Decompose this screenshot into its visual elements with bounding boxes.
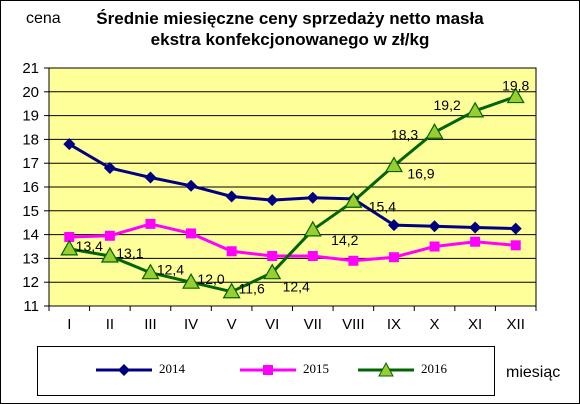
y-tick-label-14: 14: [22, 227, 39, 244]
legend-label-2016: 2016: [421, 361, 447, 376]
point-2015-VII: [307, 251, 318, 262]
data-label-2016-V: 11,6: [239, 281, 265, 297]
point-2015-III: [145, 218, 156, 229]
y-tick-label-18: 18: [22, 131, 39, 148]
point-2015-XII: [510, 240, 521, 251]
x-tick-label-XI: XI: [468, 316, 482, 333]
data-label-2016-VII: 14,2: [331, 232, 358, 248]
point-2014-II: [103, 161, 116, 174]
x-tick-label-VII: VII: [304, 316, 322, 333]
point-2016-VII: [303, 220, 322, 237]
legend-swatch-2015: [240, 365, 296, 375]
data-label-2016-VIII: 15,4: [369, 198, 396, 214]
gridlines: [49, 91, 536, 283]
y-tick-label-21: 21: [22, 60, 39, 77]
point-2014-XI: [469, 221, 482, 234]
y-axis-label: cena: [26, 10, 61, 27]
point-2014-IV: [185, 179, 198, 192]
x-tick-label-IX: IX: [387, 316, 401, 333]
data-labels: 13,4 13,1 12,4 12,0 11,6 12,4 14,2 15,4 16,9 18,3…: [76, 78, 530, 297]
y-tick-label-19: 19: [22, 108, 39, 125]
data-label-2016-III: 12,4: [157, 262, 184, 278]
point-2016-II: [100, 246, 119, 263]
point-2015-VIII: [348, 255, 359, 266]
x-tick-label-V: V: [227, 316, 237, 333]
x-tick-label-X: X: [430, 316, 440, 333]
x-tick-label-VIII: VIII: [342, 316, 365, 333]
x-tick-label-VI: VI: [265, 316, 279, 333]
legend-swatch-2014: [96, 364, 152, 376]
series-line-2014: [68, 142, 516, 231]
data-label-2016-VI: 12,4: [283, 279, 310, 295]
legend-label-2015: 2015: [303, 361, 329, 376]
y-tick-label-20: 20: [22, 84, 39, 101]
data-label-2016-IV: 12,0: [197, 271, 224, 287]
x-tick-label-I: I: [67, 316, 71, 333]
point-2016-III: [141, 263, 160, 280]
legend-label-2014: 2014: [159, 361, 185, 376]
chart-title: Średnie miesięczne ceny sprzedaży netto …: [96, 9, 484, 49]
x-tick-label-XII: XII: [507, 316, 525, 333]
point-2016-I: [60, 239, 79, 256]
y-tick-label-15: 15: [22, 203, 39, 220]
series-group: [60, 87, 525, 299]
x-axis-label: miesiąc: [506, 364, 561, 381]
series-line-2015: [69, 222, 516, 263]
point-2015-V: [226, 246, 237, 257]
point-2016-V: [222, 282, 241, 299]
data-label-2016-XII: 19,8: [502, 78, 529, 94]
point-2016-VI: [263, 263, 282, 280]
point-2014-XII: [509, 222, 522, 235]
point-2016-X: [425, 123, 444, 139]
point-2014-X: [428, 220, 441, 233]
point-2014-VII: [306, 191, 319, 204]
point-2016-XI: [466, 101, 485, 118]
data-label-2016-X: 18,3: [391, 126, 418, 142]
point-2014-VI: [266, 194, 279, 207]
point-2014-V: [225, 190, 238, 203]
series-line-2016: [69, 95, 517, 294]
legend: 2014 2015 2016: [37, 346, 495, 396]
point-2014-III: [144, 171, 157, 184]
data-label-2016-IX: 16,9: [407, 166, 434, 182]
x-tick-label-IV: IV: [184, 316, 198, 333]
point-2016-IX: [384, 156, 403, 173]
x-tick-label-III: III: [144, 316, 157, 333]
x-tick-label-II: II: [106, 316, 114, 333]
point-2014-IX: [387, 219, 400, 232]
y-axis-tick-labels: 11 12 13 14 15 16 17 18 19 20 21: [22, 60, 49, 315]
point-2015-XI: [470, 236, 481, 247]
point-2015-IX: [388, 252, 399, 263]
data-label-2016-XI: 19,2: [434, 97, 461, 113]
point-2015-X: [429, 241, 440, 252]
point-2016-IV: [182, 272, 201, 289]
legend-swatch-2016: [358, 361, 414, 377]
point-2015-II: [104, 230, 115, 241]
data-label-2016-I: 13,4: [76, 238, 103, 254]
point-2015-VI: [267, 251, 278, 262]
y-tick-label-13: 13: [22, 250, 39, 267]
point-2016-VIII: [344, 192, 363, 208]
y-tick-label-16: 16: [22, 179, 39, 196]
point-2015-I: [64, 231, 75, 242]
y-tick-label-11: 11: [23, 298, 39, 315]
y-tick-label-12: 12: [22, 274, 39, 291]
point-2016-XII: [506, 87, 525, 104]
point-2015-IV: [186, 228, 197, 239]
point-2014-I: [63, 138, 76, 151]
y-tick-label-17: 17: [22, 155, 39, 172]
data-label-2016-II: 13,1: [116, 245, 143, 261]
x-axis-tick-labels: I II III IV V VI VII VIII IX X XI XII: [48, 306, 537, 333]
